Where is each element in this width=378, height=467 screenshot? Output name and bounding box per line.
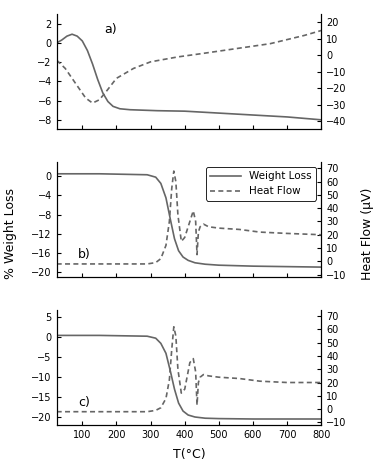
Text: Heat Flow (μV): Heat Flow (μV) [361, 187, 374, 280]
Text: T(°C): T(°C) [173, 448, 205, 460]
Text: b): b) [78, 248, 91, 262]
Text: a): a) [104, 23, 117, 36]
Text: c): c) [78, 396, 90, 409]
Text: % Weight Loss: % Weight Loss [4, 188, 17, 279]
Legend: Weight Loss, Heat Flow: Weight Loss, Heat Flow [206, 167, 316, 200]
